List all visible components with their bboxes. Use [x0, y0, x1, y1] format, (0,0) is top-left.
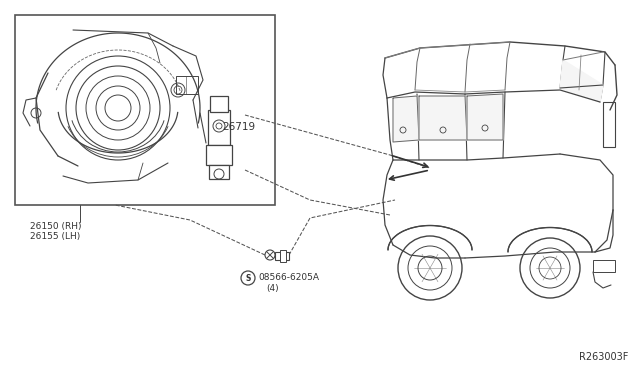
Bar [280, 250, 286, 262]
Polygon shape [419, 96, 467, 140]
Bar [206, 145, 232, 165]
Bar [275, 252, 289, 260]
Bar [210, 96, 228, 112]
Bar [209, 165, 229, 179]
Bar [593, 260, 615, 272]
Text: 08566-6205A: 08566-6205A [258, 273, 319, 282]
Polygon shape [560, 60, 603, 102]
Bar [176, 76, 198, 94]
Text: 26150 (RH): 26150 (RH) [30, 222, 81, 231]
Polygon shape [393, 96, 419, 142]
Text: R263003F: R263003F [579, 352, 628, 362]
Bar [15, 15, 275, 205]
Text: 26719: 26719 [222, 122, 255, 132]
Text: S: S [245, 274, 251, 283]
Text: 26155 (LH): 26155 (LH) [30, 232, 80, 241]
Polygon shape [467, 94, 503, 140]
Bar [208, 110, 230, 145]
Bar [603, 102, 615, 147]
Text: (4): (4) [266, 283, 278, 292]
